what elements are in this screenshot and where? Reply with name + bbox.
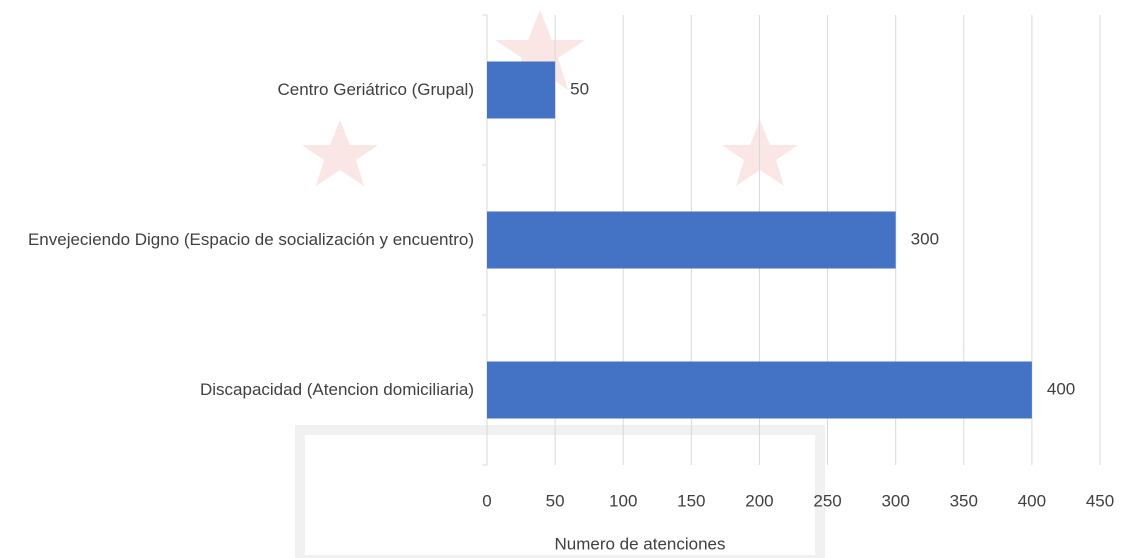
- x-tick-label: 450: [1086, 491, 1114, 510]
- x-axis-title: Numero de atenciones: [554, 534, 725, 553]
- data-label: 300: [911, 229, 939, 248]
- bar: [487, 362, 1032, 419]
- bar: [487, 62, 555, 119]
- x-tick-label: 200: [745, 491, 773, 510]
- data-label: 400: [1047, 379, 1075, 398]
- data-label: 50: [570, 79, 589, 98]
- x-tick-label: 100: [609, 491, 637, 510]
- x-tick-label: 50: [546, 491, 565, 510]
- y-tick-label: Envejeciendo Digno (Espacio de socializa…: [4, 228, 474, 252]
- x-tick-label: 250: [813, 491, 841, 510]
- y-tick-label: Centro Geriátrico (Grupal): [4, 78, 474, 102]
- bar: [487, 212, 896, 269]
- x-tick-label: 400: [1018, 491, 1046, 510]
- x-tick-label: 300: [881, 491, 909, 510]
- x-tick-label: 350: [950, 491, 978, 510]
- x-tick-label: 150: [677, 491, 705, 510]
- chart: Numero de atenciones 0 50 100 150 200 250 300 3…: [0, 0, 1121, 558]
- x-tick-label: 0: [482, 491, 491, 510]
- y-tick-label: Discapacidad (Atencion domiciliaria): [4, 378, 474, 402]
